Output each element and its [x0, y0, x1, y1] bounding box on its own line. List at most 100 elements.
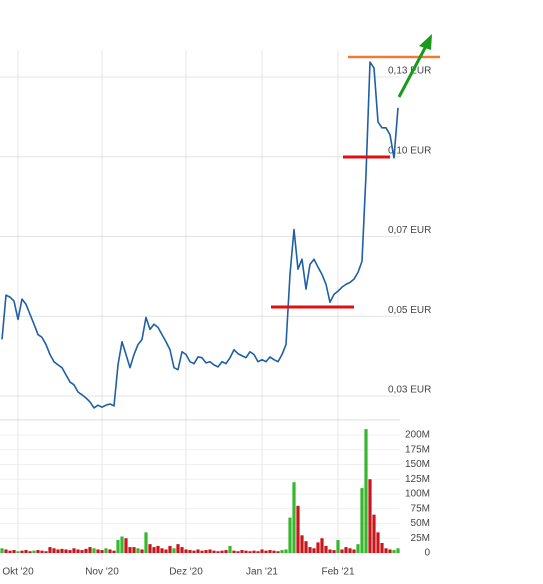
volume-bar — [236, 551, 240, 553]
volume-bar — [240, 550, 244, 553]
marks-layer — [0, 61, 400, 553]
volume-bar — [68, 550, 72, 553]
volume-bar — [52, 548, 56, 553]
volume-bar — [0, 548, 4, 553]
y-tick-label: 175M — [405, 444, 430, 455]
volume-bar — [44, 551, 48, 553]
volume-bar — [344, 547, 348, 553]
y-tick-label: 0,05 EUR — [388, 305, 431, 316]
volume-bar — [160, 548, 164, 553]
grid-layer: Okt '20 Nov '20 Dez '20 Jan '21 Feb '21 0,03 … — [0, 50, 431, 578]
volume-bar — [104, 548, 108, 553]
volume-bar — [80, 550, 84, 553]
volume-bar — [252, 550, 256, 553]
volume-bar — [144, 532, 148, 553]
volume-bar — [164, 549, 168, 553]
x-tick-label: Feb '21 — [321, 567, 354, 578]
volume-bar — [268, 550, 272, 553]
y-tick-label: 25M — [411, 533, 430, 544]
volume-bar — [264, 550, 268, 553]
volume-bar — [120, 536, 124, 553]
volume-bar — [316, 542, 320, 553]
x-tick-label: Dez '20 — [169, 567, 203, 578]
volume-bar — [328, 549, 332, 553]
x-tick-label: Nov '20 — [85, 567, 119, 578]
volume-bar — [16, 551, 20, 553]
y-tick-label: 0,10 EUR — [388, 145, 431, 156]
volume-bar — [32, 550, 36, 553]
y-tick-label: 150M — [405, 459, 430, 470]
volume-bar — [136, 548, 140, 553]
y-tick-label: 100M — [405, 489, 430, 500]
volume-bar — [284, 549, 288, 553]
volume-bar — [392, 550, 396, 553]
volume-bar — [184, 549, 188, 553]
volume-bar — [88, 547, 92, 553]
volume-bar — [188, 550, 192, 553]
volume-bar — [232, 550, 236, 553]
volume-bar — [172, 548, 176, 553]
volume-bar — [360, 488, 364, 553]
volume-bar — [20, 550, 24, 553]
volume-bar — [324, 545, 328, 553]
volume-bar — [348, 548, 352, 553]
volume-bar — [304, 541, 308, 553]
volume-bar — [200, 550, 204, 553]
volume-bar — [380, 542, 384, 553]
x-tick-label: Jan '21 — [246, 567, 278, 578]
volume-bar — [260, 549, 264, 553]
volume-bar — [148, 544, 152, 553]
volume-bar — [396, 548, 400, 553]
volume-bar — [48, 547, 52, 553]
y-tick-label: 125M — [405, 474, 430, 485]
y-tick-label: 0,03 EUR — [388, 385, 431, 396]
volume-bar — [128, 547, 132, 553]
volume-bar — [384, 548, 388, 553]
volume-bar — [220, 550, 224, 553]
volume-bar — [388, 549, 392, 553]
volume-bar — [212, 550, 216, 553]
volume-bar — [100, 550, 104, 553]
volume-bar — [336, 540, 340, 553]
volume-bar — [40, 550, 44, 553]
volume-bar — [84, 548, 88, 553]
volume-bar — [248, 551, 252, 553]
volume-bar — [296, 505, 300, 553]
volume-bar — [112, 550, 116, 553]
y-tick-label: 200M — [405, 430, 430, 441]
volume-bar — [124, 538, 128, 553]
volume-bar — [36, 550, 40, 553]
volume-bar — [228, 545, 232, 553]
volume-bar — [152, 547, 156, 553]
volume-bar — [356, 544, 360, 553]
volume-bar — [4, 549, 8, 553]
volume-bar — [192, 550, 196, 553]
volume-bar — [352, 549, 356, 553]
trend-arrow — [397, 45, 428, 98]
volume-bar — [64, 549, 68, 553]
volume-bar — [276, 551, 280, 553]
volume-bar — [28, 551, 32, 553]
y-tick-label: 75M — [411, 503, 430, 514]
volume-bar — [92, 548, 96, 553]
volume-bar — [140, 549, 144, 553]
volume-bar — [132, 547, 136, 553]
volume-bar — [56, 549, 60, 553]
volume-bar — [340, 549, 344, 553]
trend-arrow-head — [419, 34, 432, 50]
volume-bar — [176, 544, 180, 553]
volume-bar — [60, 548, 64, 553]
x-tick-label: Okt '20 — [2, 567, 34, 578]
volume-bar — [308, 547, 312, 553]
y-tick-label: 0,07 EUR — [388, 225, 431, 236]
volume-bar — [280, 550, 284, 553]
y-tick-label: 0 — [424, 548, 430, 559]
volume-bar — [12, 550, 16, 553]
volume-bar — [292, 482, 296, 553]
annotations — [271, 34, 440, 309]
volume-bar — [364, 429, 368, 553]
y-tick-label: 50M — [411, 518, 430, 529]
volume-bar — [288, 517, 292, 553]
